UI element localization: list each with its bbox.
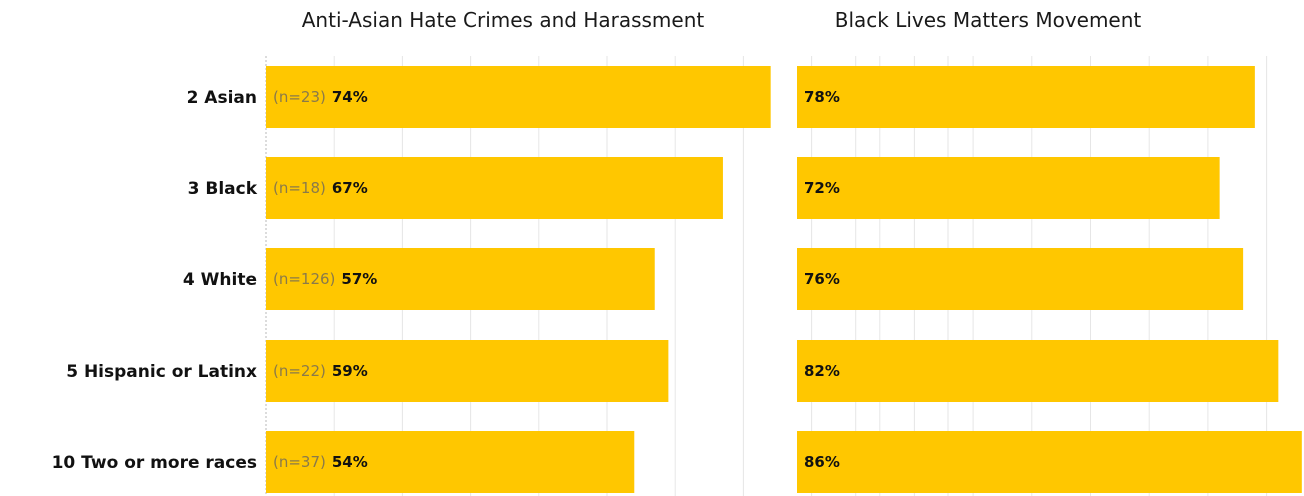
n-label: (n=18) [273, 179, 326, 197]
panel-blm: 78% 72% 76% 82% 86% [797, 56, 1302, 496]
category-labels: 2 Asian 3 Black 4 White 5 Hispanic or Latin… [52, 88, 258, 473]
value-label: 67% [332, 179, 368, 197]
bar [266, 431, 635, 493]
panel-anti-asian: (n=23) 74% (n=18) 67% (n=126) 57% (n=22) 59% (n=… [265, 56, 949, 496]
category-label: 4 White [183, 270, 257, 290]
bar [797, 431, 1302, 493]
category-label: 5 Hispanic or Latinx [66, 362, 257, 382]
value-label: 78% [804, 88, 840, 106]
chart-title-blm: Black Lives Matters Movement [835, 8, 1142, 32]
bar [797, 66, 1255, 128]
category-label: 2 Asian [187, 88, 257, 108]
value-label: 57% [341, 270, 377, 288]
bar [797, 157, 1220, 219]
bar [266, 66, 771, 128]
chart-title-anti-asian: Anti-Asian Hate Crimes and Harassment [302, 8, 705, 32]
bar [797, 340, 1279, 402]
n-label: (n=37) [273, 453, 326, 471]
bar [266, 340, 669, 402]
value-label: 82% [804, 362, 840, 380]
value-label: 59% [332, 362, 368, 380]
value-label: 86% [804, 453, 840, 471]
value-label: 72% [804, 179, 840, 197]
n-label: (n=126) [273, 270, 335, 288]
bar [266, 157, 723, 219]
bar [266, 248, 655, 310]
category-label: 3 Black [188, 179, 258, 199]
n-label: (n=22) [273, 362, 326, 380]
bar [797, 248, 1244, 310]
category-label: 10 Two or more races [52, 453, 257, 473]
value-label: 76% [804, 270, 840, 288]
value-label: 54% [332, 453, 368, 471]
value-label: 74% [332, 88, 368, 106]
n-label: (n=23) [273, 88, 326, 106]
